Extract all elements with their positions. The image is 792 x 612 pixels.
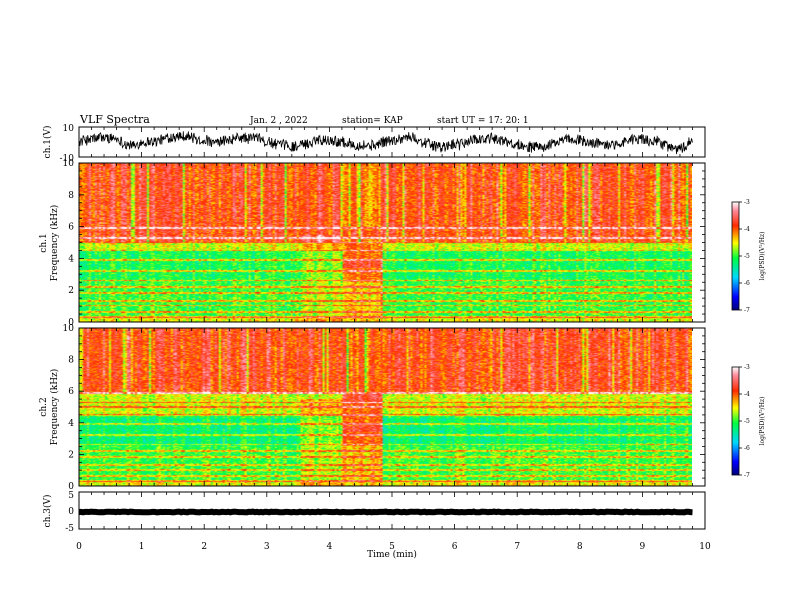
ch3-waveform-x-ticks <box>78 492 706 529</box>
y-tick-label: 8 <box>68 191 74 201</box>
y-tick-label: 8 <box>68 356 74 366</box>
ch1-spectrogram-x-ticks <box>78 163 706 322</box>
y-tick-label: 4 <box>68 254 74 264</box>
time-axis-tick-labels: 0 1 2 3 4 5 6 7 8 9 10 <box>76 542 711 552</box>
ch1-spectrogram-ylabel: Frequency (kHz) <box>49 205 60 282</box>
time-axis-label: Time (min) <box>367 549 417 560</box>
colorbar-tick-label: -3 <box>744 199 750 206</box>
ch3-ytick-0: 0 <box>68 507 74 517</box>
ch2-colorbar <box>731 366 740 476</box>
y-tick-label: 10 <box>63 324 75 334</box>
time-tick-label: 2 <box>201 542 207 552</box>
ch1-spectrogram-y-ticks: 0 2 4 6 8 10 <box>63 159 705 328</box>
ch2-colorbar-ticks: -3 -4 -5 -6 -7 <box>739 364 750 479</box>
colorbar-tick-label: -6 <box>744 445 750 452</box>
y-tick-label: 10 <box>63 159 75 169</box>
ch3-waveform-ylabel: ch.3(V) <box>42 495 53 528</box>
y-tick-label: 0 <box>68 318 74 328</box>
ch2-spectrogram-channel-label: ch.2 <box>39 397 49 416</box>
time-tick-label: 7 <box>514 542 520 552</box>
time-tick-label: 8 <box>577 542 583 552</box>
y-tick-label: 0 <box>68 482 74 492</box>
colorbar-tick-label: -5 <box>744 253 750 260</box>
ch1-waveform-trace <box>78 131 693 155</box>
time-tick-label: 3 <box>264 542 270 552</box>
colorbar-tick-label: -4 <box>744 226 750 233</box>
start-time-label: start UT = 17: 20: 1 <box>437 116 529 126</box>
time-tick-label: 4 <box>327 542 333 552</box>
ch1-waveform-x-ticks <box>78 127 706 157</box>
colorbar-tick-label: -3 <box>744 364 750 371</box>
time-tick-label: 0 <box>76 542 82 552</box>
y-tick-label: 6 <box>68 387 74 397</box>
ch3-ytick-neg5: -5 <box>65 524 74 534</box>
ch1-ytick-top: 10 <box>63 124 75 134</box>
colorbar-tick-label: -4 <box>744 391 750 398</box>
time-tick-label: 5 <box>389 542 395 552</box>
y-tick-label: 2 <box>68 450 74 460</box>
time-tick-label: 9 <box>640 542 646 552</box>
ch1-waveform-panel: 10 -10 ch.1(V) <box>42 124 706 164</box>
date-label: Jan. 2 , 2022 <box>249 116 308 126</box>
colorbar-tick-label: -7 <box>744 472 750 479</box>
ch3-waveform-trace <box>78 508 693 516</box>
ch3-waveform-panel: 5 0 -5 ch.3(V) 0 1 2 3 4 5 6 7 8 9 10 Time (min) <box>42 491 711 560</box>
colorbar-tick-label: -5 <box>744 418 750 425</box>
time-tick-label: 6 <box>452 542 458 552</box>
y-tick-label: 6 <box>68 223 74 233</box>
ch1-ytick-bottom: -10 <box>60 154 75 164</box>
ch3-ytick-5: 5 <box>68 491 74 501</box>
colorbar-tick-label: -7 <box>744 307 750 314</box>
figure-title: VLF Spectra <box>79 113 150 126</box>
ch2-colorbar-label: log(PSD)(V²/Hz) <box>759 397 766 446</box>
ch1-colorbar-label: log(PSD)(V²/Hz) <box>759 232 766 281</box>
ch2-spectrogram-x-ticks <box>78 328 706 486</box>
time-tick-label: 1 <box>139 542 145 552</box>
ch1-colorbar <box>731 201 740 311</box>
colorbar-tick-label: -6 <box>744 280 750 287</box>
time-tick-label: 10 <box>699 542 711 552</box>
ch1-spectrogram-image <box>79 163 692 322</box>
station-label: station= KAP <box>342 116 403 126</box>
ch1-waveform-ylabel: ch.1(V) <box>42 126 53 159</box>
ch2-spectrogram-ylabel: Frequency (kHz) <box>49 369 60 446</box>
ch1-spectrogram-channel-label: ch.1 <box>39 233 49 252</box>
y-tick-label: 2 <box>68 286 74 296</box>
ch2-spectrogram-y-ticks: 0 2 4 6 8 10 <box>63 324 705 492</box>
ch2-spectrogram-image <box>79 328 692 486</box>
ch1-colorbar-ticks: -3 -4 -5 -6 -7 <box>739 199 750 314</box>
y-tick-label: 4 <box>68 419 74 429</box>
